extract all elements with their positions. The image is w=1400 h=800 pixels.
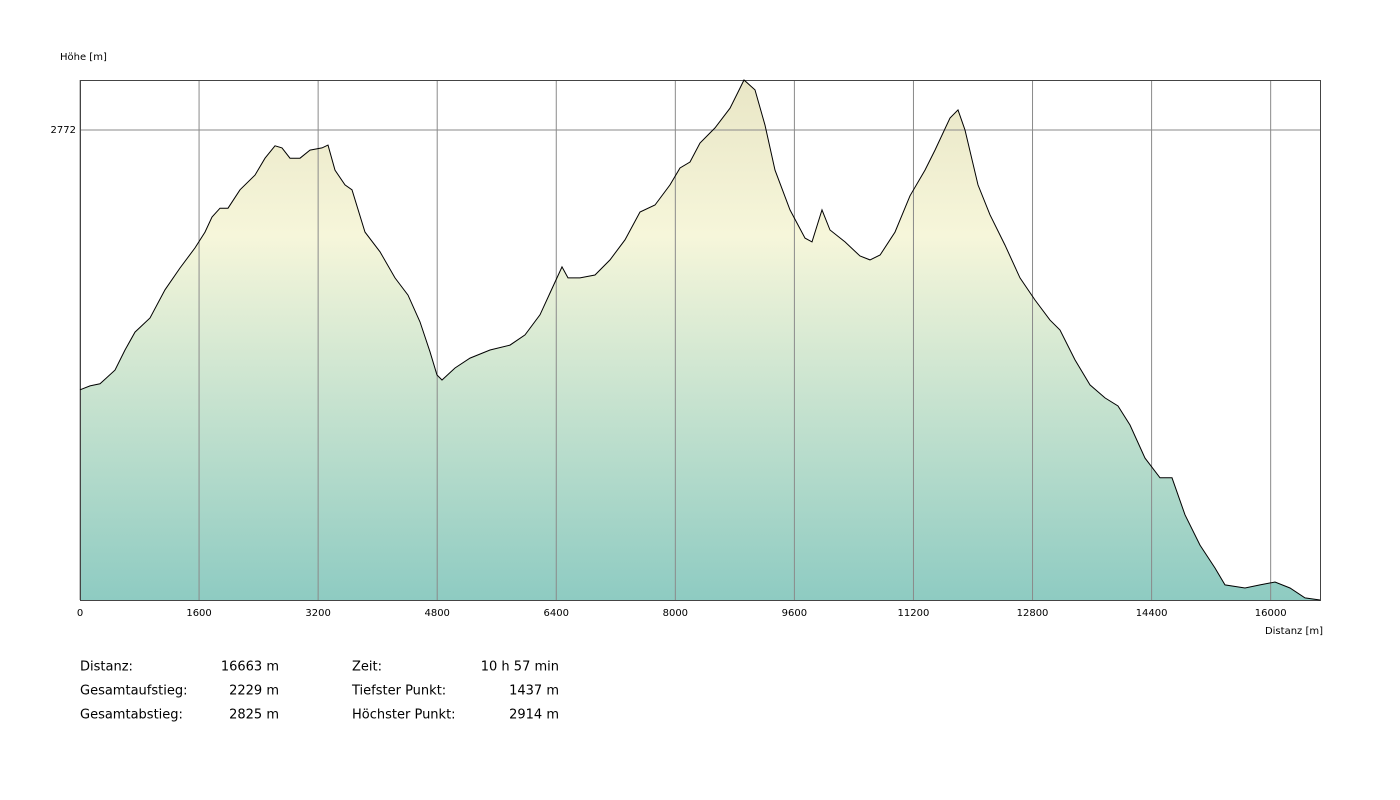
stat-value: 1437 m [509, 684, 559, 699]
x-tick-label: 12800 [1017, 608, 1049, 619]
stat-label: Gesamtaufstieg: [80, 684, 187, 699]
stat-label: Tiefster Punkt: [351, 684, 446, 699]
x-tick-label: 11200 [898, 608, 930, 619]
x-tick-label: 6400 [544, 608, 569, 619]
stat-value: 2229 m [229, 684, 279, 699]
stat-label: Distanz: [80, 660, 133, 675]
x-tick-label: 14400 [1136, 608, 1168, 619]
stat-value: 10 h 57 min [481, 660, 559, 675]
x-tick-label: 4800 [424, 608, 449, 619]
x-tick-label: 3200 [305, 608, 330, 619]
stat-label: Höchster Punkt: [352, 708, 456, 723]
x-axis-label: Distanz [m] [1265, 626, 1323, 637]
x-tick-label: 1600 [186, 608, 211, 619]
y-tick-label: 2772 [51, 125, 76, 136]
stats-table: Distanz: 16663 m Gesamtaufstieg: 2229 m Gesa… [80, 660, 559, 723]
x-tick-label: 8000 [663, 608, 688, 619]
stat-label: Gesamtabstieg: [80, 708, 183, 723]
stat-value: 16663 m [221, 660, 279, 675]
y-axis-label: Höhe [m] [60, 52, 107, 63]
stat-label: Zeit: [352, 660, 382, 675]
elevation-area [80, 80, 1320, 600]
elevation-line [79, 79, 1321, 601]
stat-value: 2825 m [229, 708, 279, 723]
x-tick-label: 16000 [1255, 608, 1287, 619]
stat-value: 2914 m [509, 708, 559, 723]
x-tick-label: 9600 [782, 608, 807, 619]
plot-border [80, 80, 1321, 601]
x-tick-label: 0 [77, 608, 83, 619]
plot-area: 0 1600 3200 4800 6400 8000 9600 11200 12800 14400… [51, 79, 1321, 619]
